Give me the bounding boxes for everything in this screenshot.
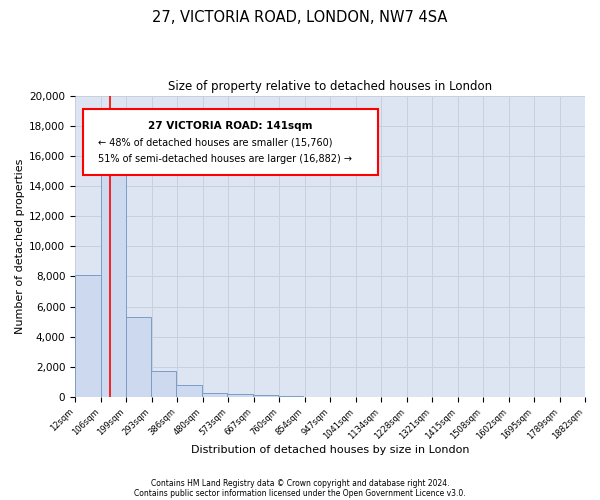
- Text: 27 VICTORIA ROAD: 141sqm: 27 VICTORIA ROAD: 141sqm: [148, 121, 313, 131]
- Bar: [253, 395, 278, 397]
- Bar: [151, 370, 176, 397]
- Bar: [101, 148, 126, 397]
- Bar: [75, 275, 101, 397]
- Text: ← 48% of detached houses are smaller (15,760): ← 48% of detached houses are smaller (15…: [98, 138, 332, 148]
- Text: 51% of semi-detached houses are larger (16,882) →: 51% of semi-detached houses are larger (…: [98, 154, 352, 164]
- FancyBboxPatch shape: [83, 109, 379, 176]
- Title: Size of property relative to detached houses in London: Size of property relative to detached ho…: [168, 80, 492, 93]
- Text: 27, VICTORIA ROAD, LONDON, NW7 4SA: 27, VICTORIA ROAD, LONDON, NW7 4SA: [152, 10, 448, 25]
- Bar: [278, 396, 304, 397]
- Bar: [227, 394, 253, 397]
- Bar: [202, 393, 227, 397]
- Y-axis label: Number of detached properties: Number of detached properties: [15, 158, 25, 334]
- X-axis label: Distribution of detached houses by size in London: Distribution of detached houses by size …: [191, 445, 469, 455]
- Text: Contains HM Land Registry data © Crown copyright and database right 2024.: Contains HM Land Registry data © Crown c…: [151, 478, 449, 488]
- Bar: [126, 317, 151, 397]
- Bar: [176, 385, 202, 397]
- Text: Contains public sector information licensed under the Open Government Licence v3: Contains public sector information licen…: [134, 488, 466, 498]
